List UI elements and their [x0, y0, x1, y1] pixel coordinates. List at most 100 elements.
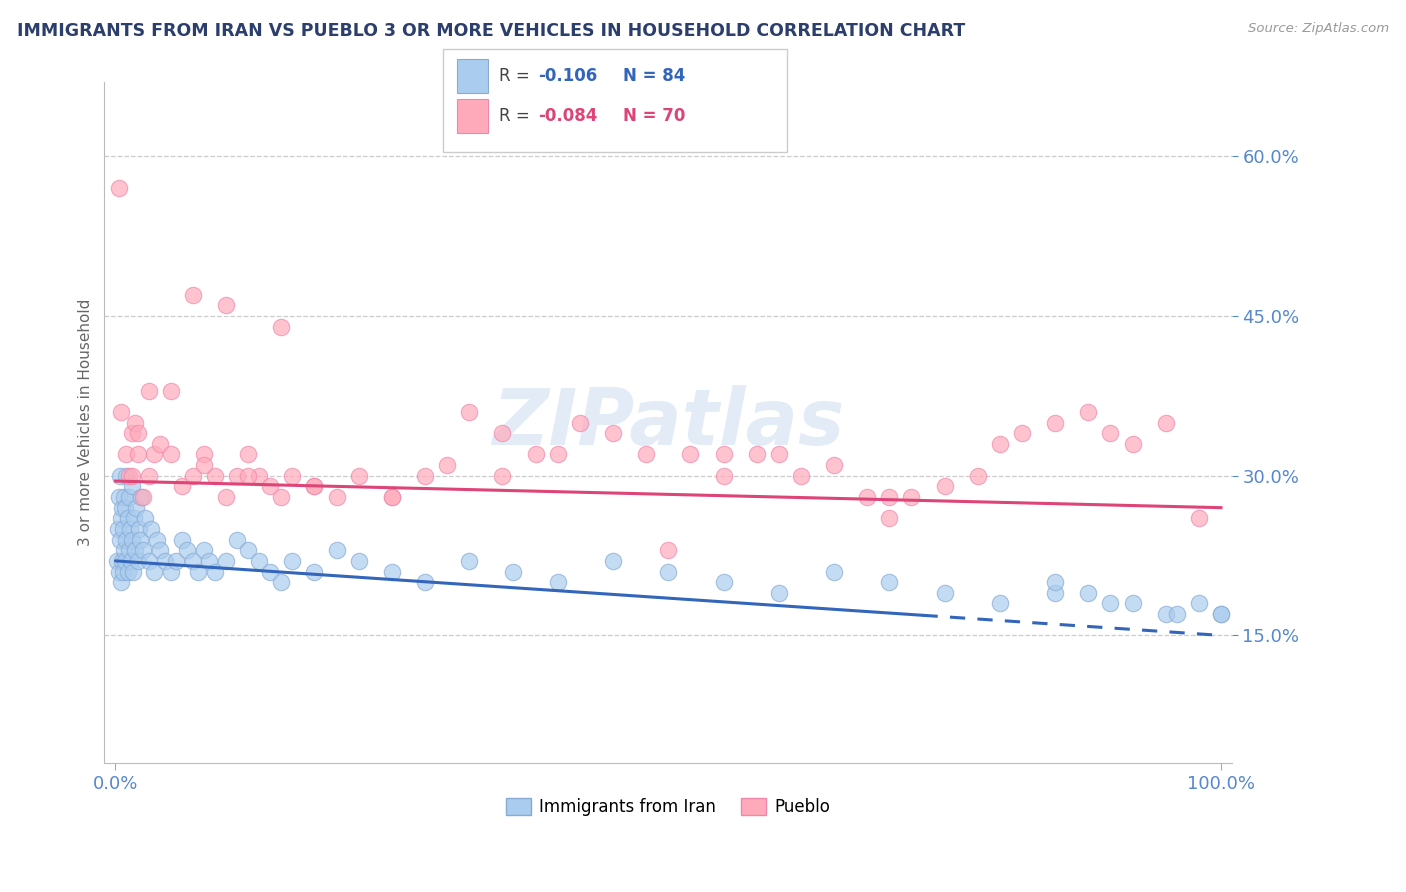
Point [270, 575, 292, 590]
Point [381, 490, 404, 504]
Point [259, 479, 281, 493]
Point [226, 468, 249, 483]
Point [247, 468, 270, 483]
Point [325, 543, 347, 558]
Point [823, 565, 845, 579]
Point [134, 511, 156, 525]
Point [1099, 426, 1122, 441]
Point [181, 554, 204, 568]
Point [121, 533, 143, 547]
Point [170, 479, 193, 493]
Point [270, 490, 292, 504]
Point [114, 554, 136, 568]
Point [823, 458, 845, 472]
Point [304, 479, 326, 493]
Point [138, 384, 160, 398]
Point [112, 565, 135, 579]
Point [236, 543, 259, 558]
Point [118, 490, 141, 504]
Text: IMMIGRANTS FROM IRAN VS PUEBLO 3 OR MORE VEHICLES IN HOUSEHOLD CORRELATION CHART: IMMIGRANTS FROM IRAN VS PUEBLO 3 OR MORE… [17, 22, 965, 40]
Point [259, 565, 281, 579]
Point [436, 458, 458, 472]
Point [713, 468, 735, 483]
Point [1122, 437, 1144, 451]
Point [1209, 607, 1232, 621]
Point [127, 447, 149, 461]
Point [934, 479, 956, 493]
Point [139, 522, 162, 536]
Text: R =: R = [499, 107, 536, 125]
Point [215, 554, 238, 568]
Point [121, 479, 143, 493]
Point [281, 554, 304, 568]
Point [879, 511, 901, 525]
Point [170, 533, 193, 547]
Point [193, 447, 215, 461]
Point [143, 565, 166, 579]
Point [491, 468, 513, 483]
Point [1166, 607, 1188, 621]
Point [713, 575, 735, 590]
Point [132, 543, 155, 558]
Point [713, 447, 735, 461]
Point [491, 426, 513, 441]
Text: N = 84: N = 84 [623, 67, 685, 85]
Point [768, 447, 790, 461]
Point [1188, 597, 1211, 611]
Point [138, 554, 160, 568]
Point [347, 554, 370, 568]
Point [132, 490, 155, 504]
Point [193, 458, 215, 472]
Point [768, 586, 790, 600]
Point [108, 468, 131, 483]
Point [112, 522, 135, 536]
Point [193, 543, 215, 558]
Point [657, 543, 679, 558]
Point [636, 447, 658, 461]
Point [790, 468, 813, 483]
Point [124, 543, 146, 558]
Point [381, 565, 404, 579]
Point [1188, 511, 1211, 525]
Point [108, 533, 131, 547]
Point [966, 468, 988, 483]
Point [107, 181, 129, 195]
Point [159, 384, 181, 398]
Point [107, 565, 129, 579]
Point [149, 437, 172, 451]
Point [128, 522, 150, 536]
Point [129, 490, 152, 504]
Point [458, 554, 481, 568]
Point [988, 437, 1011, 451]
Point [988, 597, 1011, 611]
Point [413, 468, 436, 483]
Point [159, 447, 181, 461]
Point [215, 490, 238, 504]
Point [121, 468, 143, 483]
Point [1077, 586, 1099, 600]
Point [124, 416, 146, 430]
Point [198, 554, 221, 568]
Point [153, 554, 176, 568]
Point [568, 416, 591, 430]
Y-axis label: 3 or more Vehicles in Household: 3 or more Vehicles in Household [79, 299, 93, 546]
Point [602, 554, 624, 568]
Point [236, 447, 259, 461]
Text: Source: ZipAtlas.com: Source: ZipAtlas.com [1249, 22, 1389, 36]
Point [900, 490, 922, 504]
Point [657, 565, 679, 579]
Point [115, 447, 138, 461]
Point [114, 500, 136, 515]
Point [547, 447, 569, 461]
Point [159, 565, 181, 579]
Point [879, 575, 901, 590]
Point [304, 565, 326, 579]
Point [120, 554, 142, 568]
Point [149, 543, 172, 558]
Point [107, 522, 129, 536]
Point [105, 554, 128, 568]
Point [1043, 575, 1066, 590]
Point [204, 468, 226, 483]
Point [117, 565, 139, 579]
Point [176, 543, 198, 558]
